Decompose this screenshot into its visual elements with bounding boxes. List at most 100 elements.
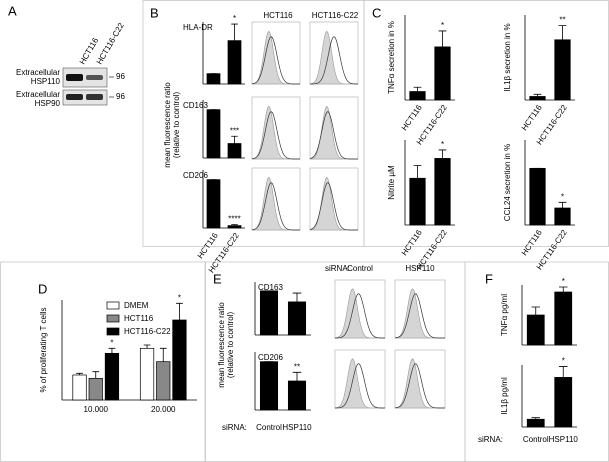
histogram-sample <box>309 182 358 231</box>
band-label: Extracellular <box>16 90 60 99</box>
column-header: HSP110 <box>405 264 435 273</box>
chart-title: CD206 <box>183 171 208 180</box>
panel-letter: C <box>372 5 381 20</box>
error-bar <box>231 224 238 226</box>
histogram-control <box>394 288 445 339</box>
error-bar <box>558 286 568 292</box>
x-tick-label: HSP110 <box>282 423 312 432</box>
x-tick-label: HCT116 <box>400 228 424 258</box>
bar <box>139 347 155 401</box>
bar <box>434 158 451 226</box>
histogram-control <box>334 288 385 339</box>
x-tick-label: 20.000 <box>151 405 176 414</box>
error-bar <box>176 302 183 320</box>
histogram-control <box>309 30 358 85</box>
bar <box>529 96 546 101</box>
significance: ** <box>559 16 565 25</box>
y-axis-label: TNFα pg/ml <box>500 294 509 336</box>
bar <box>227 143 242 159</box>
error-bar <box>558 25 567 40</box>
histogram-sample <box>394 293 445 339</box>
bar <box>156 361 171 401</box>
bar <box>72 374 87 401</box>
bar <box>227 225 242 229</box>
significance: * <box>110 338 113 347</box>
histogram-sample <box>309 111 358 160</box>
bar <box>434 46 451 101</box>
histograms <box>251 21 446 409</box>
histogram-sample <box>251 111 300 160</box>
y-axis-label: Nitrite µM <box>387 165 396 200</box>
panel-border <box>363 0 609 247</box>
error-bar <box>413 165 422 179</box>
error-bar <box>292 292 302 302</box>
band-label: HSP90 <box>35 99 61 108</box>
blot-band <box>86 75 103 80</box>
panel-letter: E <box>213 271 222 286</box>
error-bar <box>108 347 116 354</box>
legend-swatch <box>106 314 120 323</box>
histogram-sample <box>310 36 358 85</box>
lane-label: HCT116-C22 <box>95 21 126 66</box>
y-axis-label: mean fluorescence ratio <box>217 302 226 388</box>
histogram-control <box>251 176 300 231</box>
error-bar <box>558 201 567 208</box>
chart-title: CD163 <box>258 283 283 292</box>
bar <box>554 291 573 346</box>
error-bar <box>533 93 542 97</box>
column-header: Control <box>347 264 373 273</box>
significance: *** <box>230 126 239 135</box>
column-header: HCT116-C22 <box>312 11 359 20</box>
blot-band <box>66 74 83 81</box>
band-label: Extracellular <box>16 68 60 77</box>
error-bar <box>231 23 238 41</box>
bar <box>259 361 279 411</box>
legend-swatch <box>106 301 120 310</box>
legend-label: DMEM <box>124 301 149 310</box>
bar <box>259 290 279 336</box>
chart-title: CD163 <box>183 101 208 110</box>
blot-band <box>66 94 83 100</box>
x-tick-label: HCT116 <box>400 103 424 133</box>
bar <box>526 418 545 428</box>
histogram-control <box>394 358 445 409</box>
bar <box>206 73 221 85</box>
error-bar <box>531 306 541 315</box>
histogram-control <box>334 358 385 409</box>
error-bar <box>76 372 83 375</box>
column-prefix: siRNA: <box>325 264 350 273</box>
significance: ** <box>294 362 300 371</box>
x-tick-label: Control <box>256 423 282 432</box>
chart-title: CD206 <box>258 353 283 362</box>
chart-title: HLA-DR <box>183 23 213 32</box>
x-tick-label: HCT116 <box>520 228 544 258</box>
size-marker: 96 <box>116 72 125 81</box>
bar <box>554 377 573 428</box>
panel-letter: A <box>8 3 17 18</box>
significance: * <box>178 293 181 302</box>
x-prefix: siRNA: <box>478 435 503 444</box>
y-axis-label: IL1β pg/ml <box>500 377 509 415</box>
histogram-control <box>251 30 300 85</box>
error-bar <box>531 417 541 420</box>
histogram-sample <box>251 36 300 85</box>
blot <box>62 67 108 88</box>
y-axis-label: TNFα secretion in % <box>387 21 396 94</box>
bar <box>554 39 571 101</box>
significance: **** <box>228 215 240 224</box>
panel-letter: B <box>150 5 159 20</box>
x-prefix: siRNA: <box>222 423 247 432</box>
error-bar <box>558 366 568 378</box>
bar <box>409 91 426 101</box>
significance: * <box>561 192 564 201</box>
blot <box>62 89 108 106</box>
histogram-sample <box>394 363 445 409</box>
y-axis-label: IL1β secretion in % <box>503 23 512 91</box>
band-label: HSP110 <box>31 77 61 86</box>
x-tick-label: HSP110 <box>549 435 579 444</box>
legend-swatch <box>106 327 120 336</box>
histogram-sample <box>335 363 385 409</box>
bar <box>287 301 307 336</box>
x-tick-label: Control <box>523 435 549 444</box>
x-tick-label: 10.000 <box>84 405 109 414</box>
